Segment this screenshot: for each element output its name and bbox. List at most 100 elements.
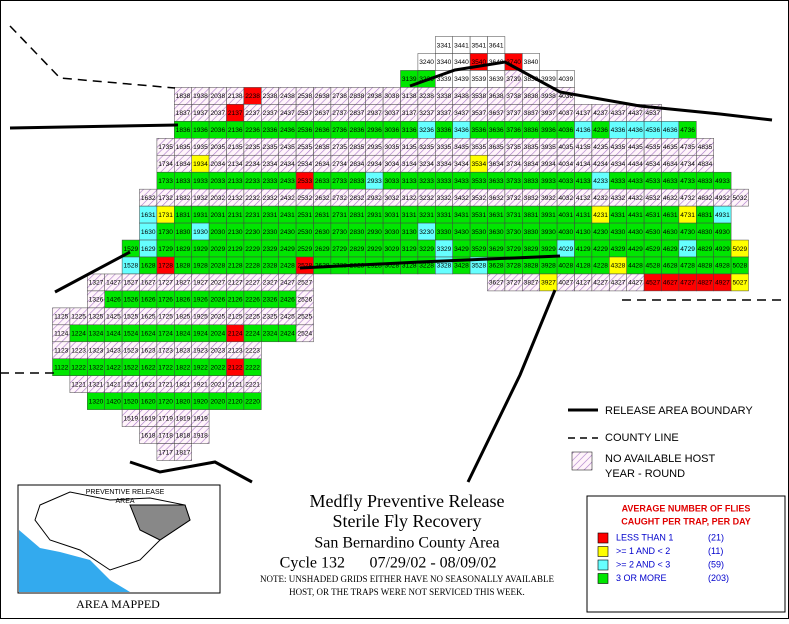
cell-label: 2931 bbox=[367, 212, 382, 219]
cell-label: 4136 bbox=[576, 127, 591, 134]
cell-label: 3132 bbox=[402, 195, 417, 202]
cell-label: 2121 bbox=[228, 381, 243, 388]
cell-label: 4928 bbox=[715, 263, 730, 270]
cell-label: 1721 bbox=[158, 381, 173, 388]
cell-label: 1630 bbox=[141, 229, 156, 236]
cell-label: 3429 bbox=[454, 246, 469, 253]
cell-label: 4430 bbox=[628, 229, 643, 236]
cell-label: 1631 bbox=[141, 212, 156, 219]
cell-label: 2529 bbox=[297, 246, 312, 253]
cell-label: 3133 bbox=[402, 178, 417, 185]
cell-label: 3737 bbox=[506, 110, 521, 117]
cell-label: 2635 bbox=[315, 144, 330, 151]
title: Medfly Preventive Release bbox=[310, 491, 505, 511]
cell-label: 2228 bbox=[245, 263, 260, 270]
cell-label: 1123 bbox=[54, 348, 69, 355]
cell-label: 1427 bbox=[106, 280, 121, 287]
legend-swatch bbox=[597, 546, 609, 557]
cell-label: 4235 bbox=[593, 144, 608, 151]
cell-label: 4831 bbox=[698, 212, 713, 219]
cell-label: 1925 bbox=[193, 314, 208, 321]
cell-label: 2025 bbox=[210, 314, 225, 321]
cell-label: 3928 bbox=[541, 263, 556, 270]
cell-label: 4129 bbox=[576, 246, 591, 253]
cell-label: 2137 bbox=[228, 110, 243, 117]
cell-label: 3938 bbox=[541, 93, 556, 100]
cell-label: 3831 bbox=[524, 212, 539, 219]
cell-label: 2833 bbox=[350, 178, 365, 185]
cell-label: 2338 bbox=[263, 93, 278, 100]
cell-label: 3636 bbox=[489, 127, 504, 134]
cell-label: 2729 bbox=[332, 246, 347, 253]
cell-label: 4633 bbox=[663, 178, 678, 185]
legend-count: (21) bbox=[708, 532, 724, 542]
cell-label: 3334 bbox=[437, 161, 452, 168]
cell-label: 3240 bbox=[419, 59, 434, 66]
cell-label: 2333 bbox=[263, 178, 278, 185]
cell-label: 3139 bbox=[402, 76, 417, 83]
cell-label: 4829 bbox=[698, 246, 713, 253]
cell-label: 1928 bbox=[193, 263, 208, 270]
cell-label: 4434 bbox=[628, 161, 643, 168]
cell-label: 3739 bbox=[506, 76, 521, 83]
cell-label: 3727 bbox=[506, 280, 521, 287]
cell-label: 4635 bbox=[663, 144, 678, 151]
cell-label: 2633 bbox=[315, 178, 330, 185]
cell-label: 3833 bbox=[524, 178, 539, 185]
cell-label: 4930 bbox=[715, 229, 730, 236]
cell-label: 3539 bbox=[471, 76, 486, 83]
cell-label: 3637 bbox=[489, 110, 504, 117]
cell-label: 2535 bbox=[297, 144, 312, 151]
cell-label: 2432 bbox=[280, 195, 295, 202]
cell-label: 2125 bbox=[228, 314, 243, 321]
cell-label: 1221 bbox=[71, 381, 86, 388]
cell-label: 3540 bbox=[471, 59, 486, 66]
cell-label: 1422 bbox=[106, 364, 121, 371]
cell-label: 2135 bbox=[228, 144, 243, 151]
cell-label: 4337 bbox=[611, 110, 626, 117]
cell-label: 3034 bbox=[384, 161, 399, 168]
legend-count: (59) bbox=[708, 559, 724, 569]
cell-label: 1823 bbox=[176, 348, 191, 355]
cell-label: 3129 bbox=[402, 246, 417, 253]
cell-label: 1934 bbox=[193, 161, 208, 168]
cell-label: 4730 bbox=[680, 229, 695, 236]
cell-label: 3532 bbox=[471, 195, 486, 202]
cell-label: 5029 bbox=[732, 246, 747, 253]
cell-label: 1924 bbox=[193, 331, 208, 338]
cell-label: 1623 bbox=[141, 348, 156, 355]
legend-swatch bbox=[597, 532, 609, 544]
legend-title: CAUGHT PER TRAP, PER DAY bbox=[621, 516, 751, 526]
cell-label: 1936 bbox=[193, 127, 208, 134]
cell-label: 3440 bbox=[454, 59, 469, 66]
cell-label: 2220 bbox=[245, 398, 260, 405]
cell-label: 2130 bbox=[228, 229, 243, 236]
cell-label: 2630 bbox=[315, 229, 330, 236]
cell-label: 1528 bbox=[123, 263, 138, 270]
cell-label: 2021 bbox=[210, 381, 225, 388]
cell-label: 1420 bbox=[106, 398, 121, 405]
cell-label: 4830 bbox=[698, 229, 713, 236]
cell-label: 3431 bbox=[454, 212, 469, 219]
cell-label: 4929 bbox=[715, 246, 730, 253]
cell-label: 1624 bbox=[141, 331, 156, 338]
cell-label: 3229 bbox=[419, 246, 434, 253]
cell-label: 4429 bbox=[628, 246, 643, 253]
cell-label: 3930 bbox=[541, 229, 556, 236]
cell-label: 4731 bbox=[680, 212, 695, 219]
cell-label: 1727 bbox=[158, 280, 173, 287]
cell-label: 2928 bbox=[367, 263, 382, 270]
cell-label: 2938 bbox=[367, 93, 382, 100]
cell-label: 2732 bbox=[332, 195, 347, 202]
cell-label: 2128 bbox=[228, 263, 243, 270]
cell-label: 4030 bbox=[558, 229, 573, 236]
cell-label: 2028 bbox=[210, 263, 225, 270]
cell-label: 3937 bbox=[541, 110, 556, 117]
cell-label: 2222 bbox=[245, 364, 260, 371]
cell-label: 2136 bbox=[228, 127, 243, 134]
cell-label: 2536 bbox=[297, 127, 312, 134]
cell-label: 4530 bbox=[645, 229, 660, 236]
cell-label: 3840 bbox=[524, 59, 539, 66]
cell-label: 1832 bbox=[176, 195, 191, 202]
